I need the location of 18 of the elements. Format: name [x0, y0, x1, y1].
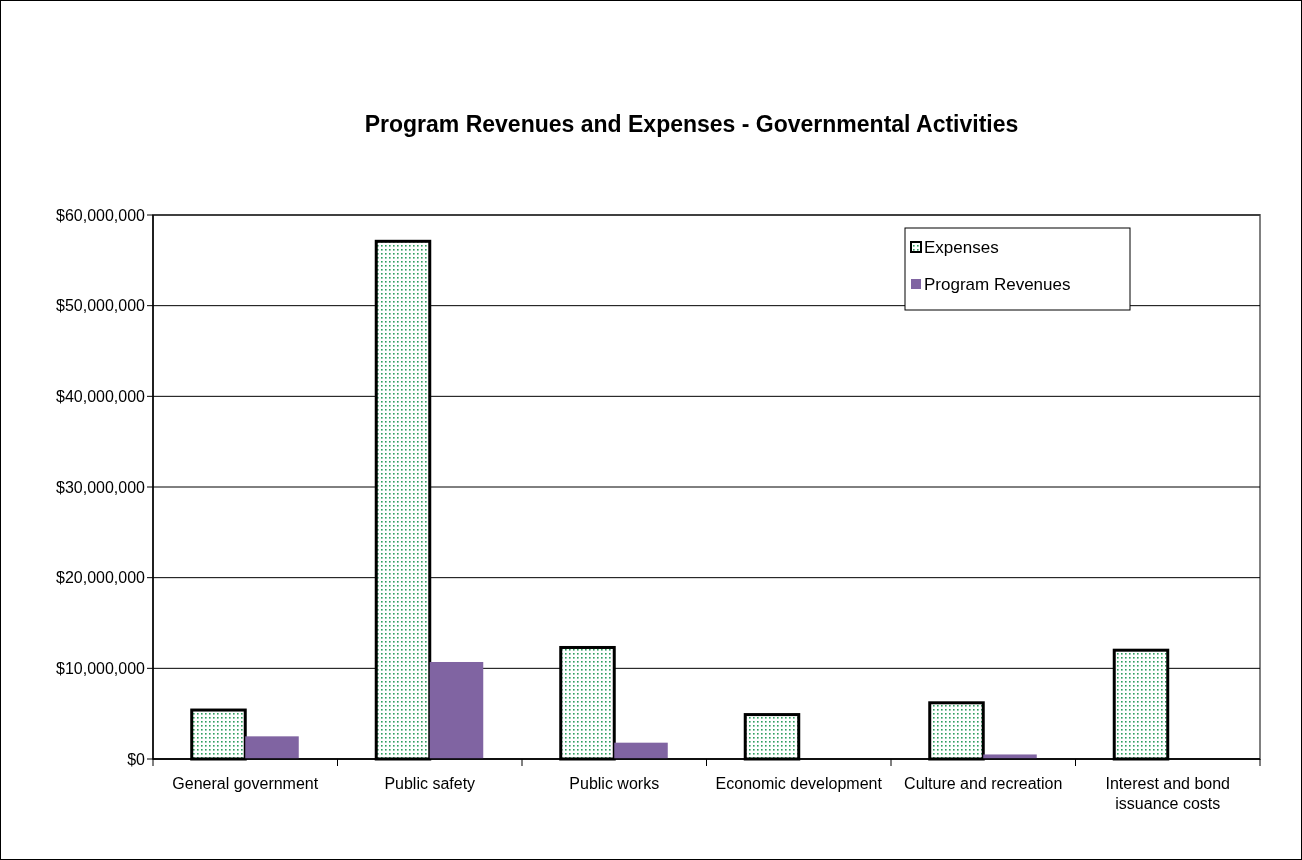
y-tick-label: $50,000,000 — [56, 297, 146, 315]
x-tick-label: Interest and bond issuance costs — [1105, 775, 1231, 812]
y-tick-label: $0 — [127, 750, 146, 768]
bar — [614, 742, 668, 759]
bar — [429, 661, 484, 759]
x-tick-label: Culture and recreation — [904, 775, 1063, 792]
chart-title: Program Revenues and Expenses - Governmental Activities — [364, 111, 1019, 137]
y-tick-label: $60,000,000 — [56, 206, 146, 224]
x-tick-label: Public works — [569, 775, 660, 792]
y-tick-label: $20,000,000 — [56, 569, 146, 587]
x-tick-label: Economic development — [715, 775, 883, 792]
y-tick-label: $10,000,000 — [56, 659, 146, 677]
y-tick-label: $30,000,000 — [56, 478, 146, 496]
x-tick-label: Public safety — [384, 775, 476, 792]
x-tick-label: General government — [172, 775, 319, 792]
legend-label: Program Revenues — [924, 274, 1071, 294]
y-tick-label: $40,000,000 — [56, 387, 146, 405]
legend-label: Expenses — [924, 237, 999, 257]
